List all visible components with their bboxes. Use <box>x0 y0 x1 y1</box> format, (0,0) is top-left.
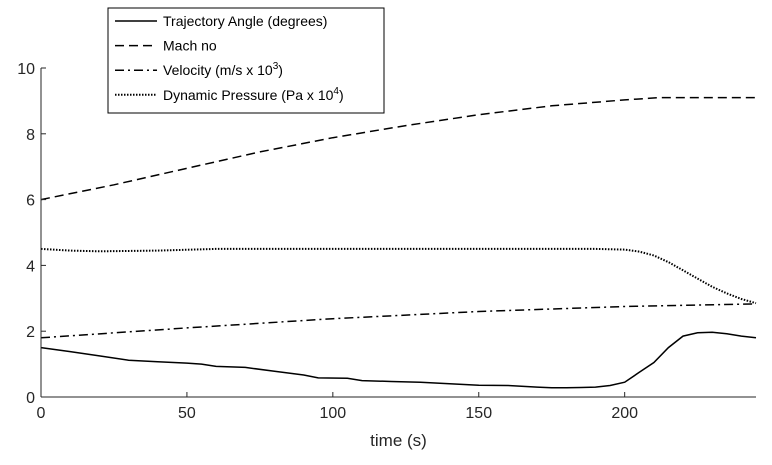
y-tick-label: 2 <box>26 324 35 341</box>
series-line-3 <box>40 303 757 339</box>
legend-label-2: Mach no <box>163 38 217 54</box>
series-line-2 <box>40 96 756 201</box>
y-tick-label: 0 <box>26 390 35 407</box>
y-tick-label: 4 <box>26 258 35 275</box>
y-tick-label: 10 <box>17 61 35 78</box>
series-line-4 <box>40 247 757 305</box>
legend-label-4: Dynamic Pressure (Pa x 104) <box>163 86 344 103</box>
x-tick-label: 50 <box>178 405 196 422</box>
series-line-1 <box>40 331 757 389</box>
x-tick-label: 100 <box>319 405 346 422</box>
y-tick-label: 6 <box>26 193 35 210</box>
x-tick-label: 0 <box>37 405 46 422</box>
axes: 0 50 100 150 200 0 2 4 6 8 10 <box>17 61 756 422</box>
x-tick-label: 150 <box>465 405 492 422</box>
x-axis-label: time (s) <box>370 431 427 450</box>
legend-label-1: Trajectory Angle (degrees) <box>163 13 327 29</box>
plot-area <box>40 96 757 389</box>
legend: Trajectory Angle (degrees) Mach no Velocit… <box>107 7 385 114</box>
legend-label-3: Velocity (m/s x 103) <box>163 61 283 78</box>
x-tick-label: 200 <box>611 405 638 422</box>
y-tick-label: 8 <box>26 127 35 144</box>
